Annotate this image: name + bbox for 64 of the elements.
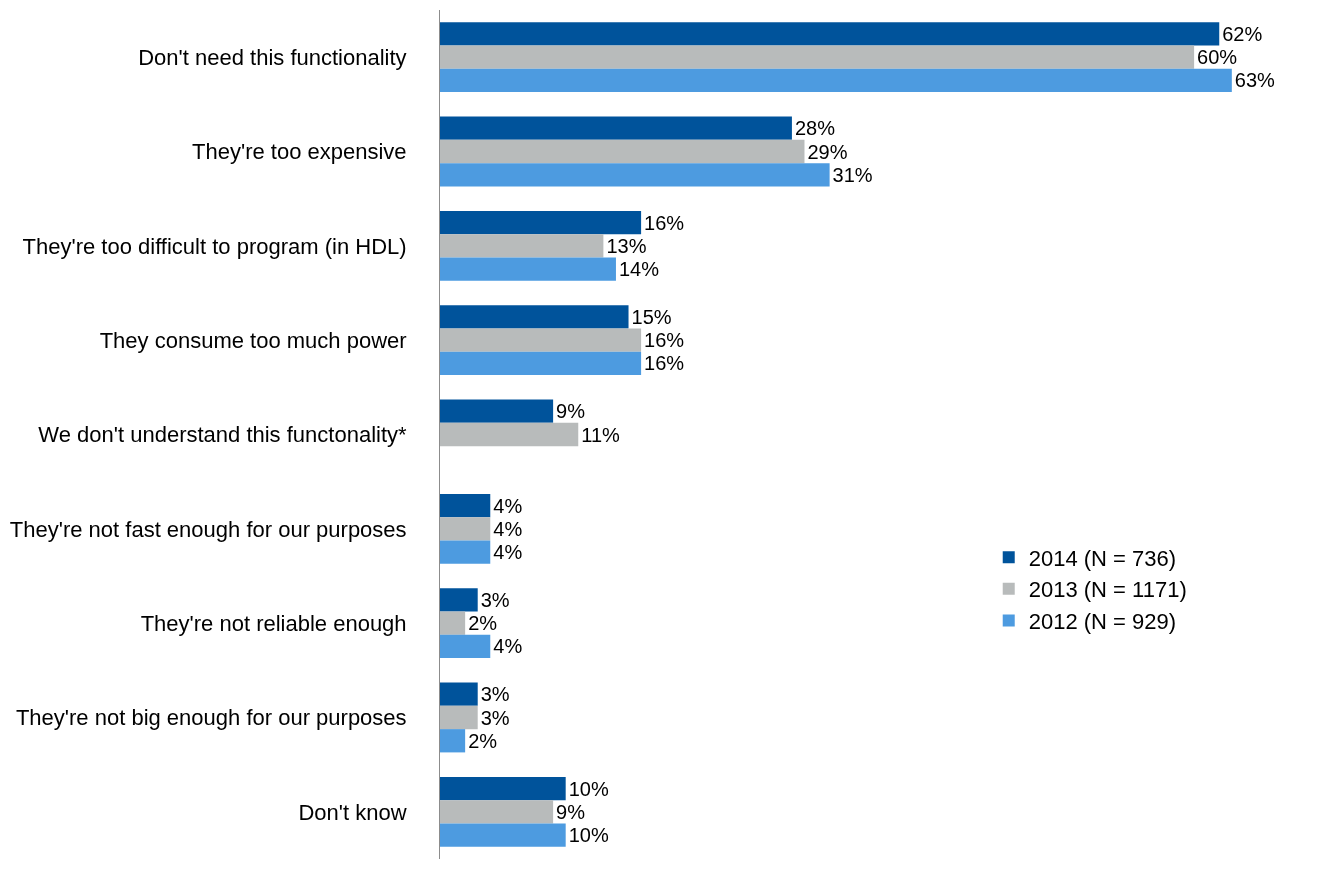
data-label: 15% bbox=[631, 305, 672, 328]
bar bbox=[440, 729, 466, 753]
y-tick-label: They're too expensive bbox=[192, 139, 407, 165]
bar bbox=[440, 45, 1195, 69]
data-label: 4% bbox=[493, 517, 523, 540]
data-label: 4% bbox=[493, 635, 523, 658]
data-label: 3% bbox=[480, 588, 510, 611]
data-label: 3% bbox=[480, 683, 510, 706]
data-label: 11% bbox=[581, 423, 621, 446]
data-label: 3% bbox=[480, 706, 510, 729]
y-tick-label: We don't understand this functonality* bbox=[38, 422, 408, 448]
bar bbox=[440, 540, 491, 564]
data-label: 31% bbox=[832, 163, 873, 186]
legend-label: 2013 (N = 1171) bbox=[1028, 577, 1187, 603]
bar bbox=[440, 588, 478, 612]
bar bbox=[440, 705, 478, 730]
data-label: 16% bbox=[644, 352, 685, 375]
bar bbox=[440, 351, 642, 376]
legend-label: 2012 (N = 929) bbox=[1028, 608, 1177, 634]
data-label: 16% bbox=[644, 329, 685, 352]
bar bbox=[440, 800, 554, 824]
bar bbox=[440, 68, 1232, 93]
data-label: 14% bbox=[618, 258, 660, 281]
bar bbox=[440, 682, 478, 706]
bar bbox=[440, 210, 642, 235]
y-tick-label: They're too difficult to program (in HDL) bbox=[22, 233, 407, 259]
data-label: 9% bbox=[556, 800, 586, 823]
y-tick-label: Don't need this functionality bbox=[138, 44, 407, 70]
bar bbox=[440, 517, 491, 541]
data-label: 9% bbox=[556, 400, 586, 423]
bar bbox=[440, 257, 616, 281]
y-tick-label: They're not big enough for our purposes bbox=[15, 705, 407, 731]
legend-label: 2014 (N = 736) bbox=[1028, 545, 1177, 571]
data-label: 16% bbox=[644, 211, 685, 234]
data-label: 13% bbox=[606, 234, 647, 257]
bar bbox=[440, 611, 466, 635]
data-label: 63% bbox=[1234, 69, 1276, 92]
bar bbox=[440, 328, 642, 352]
bar bbox=[440, 234, 604, 258]
bar bbox=[440, 163, 830, 187]
bar bbox=[440, 422, 579, 447]
bar bbox=[440, 493, 491, 518]
data-label: 28% bbox=[794, 117, 836, 140]
y-tick-label: They're not reliable enough bbox=[140, 610, 407, 636]
bar bbox=[440, 139, 805, 164]
data-label: 10% bbox=[568, 777, 609, 800]
bar bbox=[440, 399, 554, 423]
bar bbox=[440, 823, 566, 847]
data-label: 4% bbox=[493, 541, 523, 564]
data-label: 29% bbox=[807, 140, 848, 163]
bar bbox=[440, 634, 491, 659]
data-label: 62% bbox=[1222, 22, 1263, 45]
bar bbox=[440, 776, 566, 801]
y-tick-label: They consume too much power bbox=[99, 327, 407, 353]
bar bbox=[440, 22, 1220, 46]
bar bbox=[440, 116, 792, 140]
y-tick-label: Don't know bbox=[298, 799, 407, 825]
data-label: 60% bbox=[1197, 46, 1238, 69]
data-label: 4% bbox=[493, 494, 523, 517]
data-label: 2% bbox=[468, 729, 498, 752]
data-label: 2% bbox=[468, 612, 498, 635]
bar bbox=[440, 305, 629, 329]
data-label: 10% bbox=[568, 824, 609, 847]
y-tick-label: They're not fast enough for our purposes bbox=[9, 516, 407, 542]
